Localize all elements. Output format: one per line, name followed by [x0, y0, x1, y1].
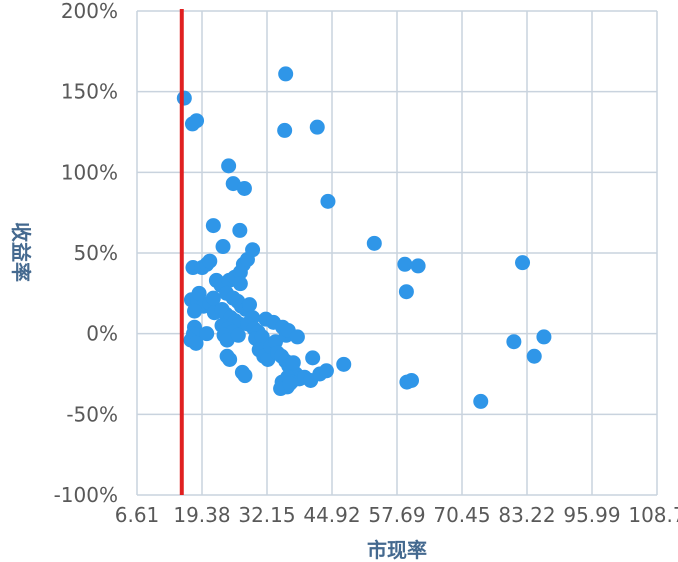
data-point: [222, 351, 238, 367]
x-axis-title: 市现率: [367, 538, 427, 562]
y-tick-label: 50%: [74, 241, 118, 265]
x-tick-label: 108.7: [628, 503, 678, 527]
data-point: [245, 242, 261, 258]
data-point: [398, 284, 414, 300]
x-axis-ticks: 6.61 19.38 32.15 44.92 57.69 70.45 83.22 95.99 1…: [115, 503, 678, 527]
data-point: [403, 372, 419, 388]
data-point: [219, 332, 235, 348]
data-point: [305, 350, 321, 366]
data-point: [320, 193, 336, 209]
data-point: [536, 329, 552, 345]
x-tick-label: 83.22: [498, 503, 555, 527]
data-point: [187, 303, 203, 319]
x-tick-label: 32.15: [238, 503, 295, 527]
data-point: [205, 218, 221, 234]
y-tick-label: -50%: [66, 402, 118, 426]
data-point: [176, 90, 192, 106]
data-point: [232, 276, 248, 292]
x-tick-label: 95.99: [563, 503, 620, 527]
x-tick-label: 57.69: [368, 503, 425, 527]
y-tick-label: -100%: [54, 483, 118, 507]
y-tick-label: 0%: [86, 322, 118, 346]
data-point: [289, 329, 305, 345]
data-point: [230, 327, 246, 343]
data-point: [410, 258, 426, 274]
x-tick-label: 70.45: [433, 503, 490, 527]
data-point: [215, 239, 231, 255]
data-point: [188, 335, 204, 351]
y-tick-label: 200%: [61, 0, 118, 23]
data-point: [506, 334, 522, 350]
data-point: [237, 368, 253, 384]
data-point: [236, 180, 252, 196]
data-point: [366, 235, 382, 251]
data-point: [232, 222, 248, 238]
data-point: [199, 326, 215, 342]
data-point: [285, 355, 301, 371]
data-point: [242, 297, 258, 313]
data-point: [189, 113, 205, 129]
data-point: [277, 122, 293, 138]
x-tick-label: 19.38: [173, 503, 230, 527]
x-tick-label: 44.92: [303, 503, 360, 527]
x-tick-label: 6.61: [115, 503, 160, 527]
y-tick-label: 100%: [61, 160, 118, 184]
data-point: [221, 158, 237, 174]
grid: [136, 10, 658, 496]
data-point: [336, 356, 352, 372]
data-point: [191, 285, 207, 301]
data-point: [278, 66, 294, 82]
data-point: [225, 176, 241, 192]
data-point: [205, 290, 221, 306]
data-point: [309, 119, 325, 135]
data-point: [473, 393, 489, 409]
data-point: [526, 348, 542, 364]
y-tick-label: 150%: [61, 80, 118, 104]
data-point: [397, 256, 413, 272]
y-axis-ticks: 200% 150% 100% 50% 0% -50% -100%: [54, 0, 118, 507]
data-point: [318, 363, 334, 379]
data-point: [202, 253, 218, 269]
data-point: [254, 329, 270, 345]
y-axis-title: 收益率: [9, 222, 33, 282]
data-point: [515, 255, 531, 271]
data-points: [176, 66, 552, 409]
data-point: [282, 376, 298, 392]
